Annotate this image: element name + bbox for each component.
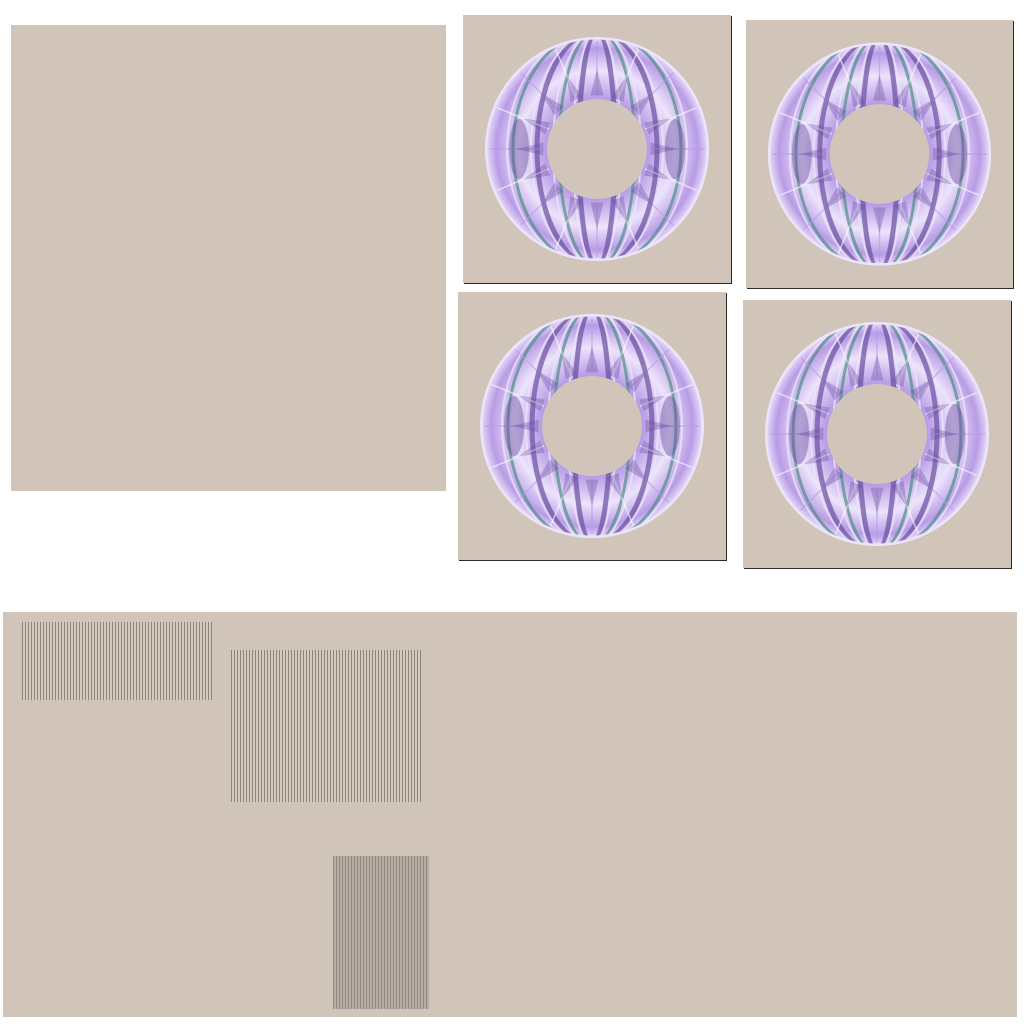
ring-tile-top-left: [463, 15, 731, 283]
ring-pattern-icon: [484, 28, 710, 270]
stripe-patch-1: [22, 622, 212, 700]
ring-tile-bottom-right: [743, 300, 1011, 568]
ring-pattern-icon: [479, 305, 705, 547]
stripe-patch-2: [231, 650, 421, 802]
blank-panel-large: [11, 25, 446, 491]
ring-tile-top-right: [746, 20, 1013, 288]
ring-pattern-icon: [767, 33, 992, 275]
ring-pattern-icon: [764, 313, 990, 555]
blank-panel-wide: [3, 612, 1017, 1017]
ring-tile-bottom-left: [458, 292, 726, 560]
stripe-patch-3: [333, 856, 429, 1009]
